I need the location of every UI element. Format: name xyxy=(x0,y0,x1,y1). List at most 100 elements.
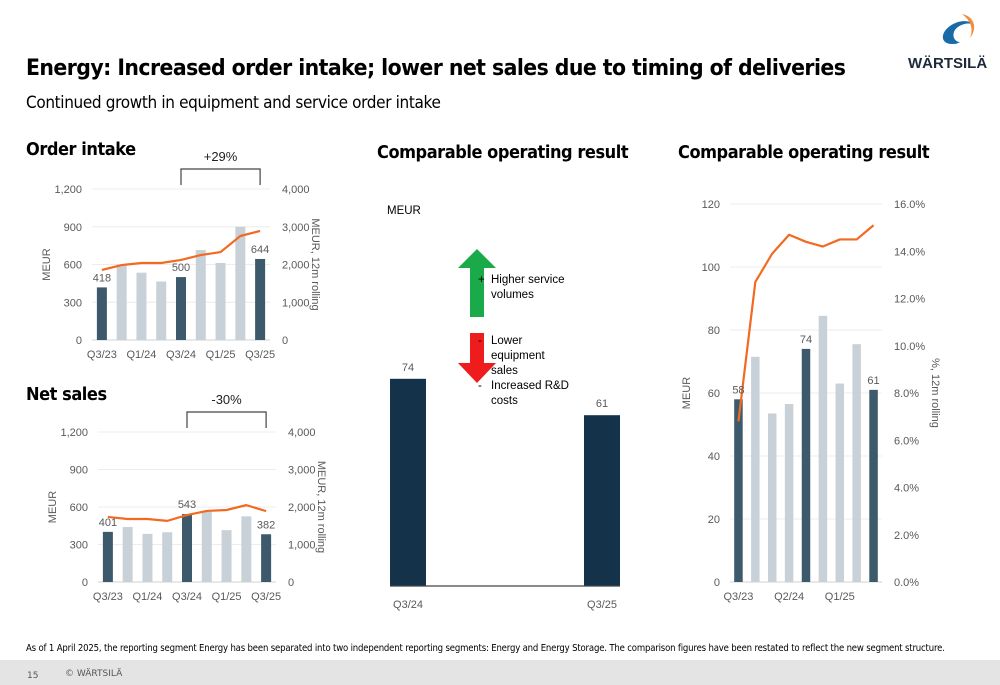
y2-tick-label: 2,000 xyxy=(288,502,316,514)
y-tick-label: 1,200 xyxy=(60,427,88,439)
cor-trend-title: Comparable operating result xyxy=(678,142,930,163)
y-axis-title: MEUR xyxy=(47,491,59,523)
driver-text: costs xyxy=(491,395,518,407)
data-label: 61 xyxy=(596,398,608,410)
y2-tick-label: 12.0% xyxy=(894,294,925,306)
logo-text: WÄRTSILÄ xyxy=(908,55,987,72)
down-arrow-icon xyxy=(458,333,496,383)
bar xyxy=(241,516,252,582)
x-tick-label: Q3/25 xyxy=(245,349,275,361)
bar xyxy=(784,404,794,582)
up-arrow-icon xyxy=(458,249,496,317)
order-intake-title: Order intake xyxy=(26,139,136,160)
bar xyxy=(852,344,861,582)
data-label: 61 xyxy=(867,375,879,387)
driver-sign: - xyxy=(478,380,482,392)
driver-text: volumes xyxy=(491,289,534,301)
y2-tick-label: 4.0% xyxy=(894,483,919,495)
cor-bridge-title: Comparable operating result xyxy=(377,142,629,163)
bar xyxy=(122,527,133,582)
y2-tick-label: 3,000 xyxy=(288,465,316,477)
net-sales-title: Net sales xyxy=(26,384,107,405)
y2-tick-label: 0 xyxy=(282,335,288,347)
footer-bar xyxy=(0,660,1000,685)
x-tick-label: Q3/23 xyxy=(87,349,117,361)
slide-subtitle: Continued growth in equipment and servic… xyxy=(26,93,441,113)
bar xyxy=(215,262,226,340)
y-tick-label: 0 xyxy=(76,335,82,347)
bar xyxy=(116,264,127,340)
change-bracket xyxy=(180,168,261,185)
y2-tick-label: 8.0% xyxy=(894,388,919,400)
cor-bridge-chart: MEUR 74 Q3/24 61 Q3/25 + Higher service volumes… xyxy=(387,205,620,611)
bar xyxy=(390,378,426,586)
bar xyxy=(869,389,878,582)
data-label: 74 xyxy=(402,362,414,374)
bar xyxy=(221,530,232,582)
driver-text: equipment xyxy=(491,350,546,362)
x-tick-label: Q2/24 xyxy=(774,591,804,603)
y2-tick-label: 10.0% xyxy=(894,341,925,353)
driver-sign: + xyxy=(478,274,485,286)
y2-tick-label: 2.0% xyxy=(894,530,919,542)
rolling-line xyxy=(107,504,267,522)
wartsila-logo: WÄRTSILÄ xyxy=(900,10,990,75)
bar xyxy=(142,533,153,582)
data-label: 500 xyxy=(172,262,190,274)
logo-swoosh-icon: WÄRTSILÄ xyxy=(908,14,987,72)
y2-tick-label: 1,000 xyxy=(288,540,316,552)
y2-tick-label: 14.0% xyxy=(894,246,925,258)
y-tick-label: 600 xyxy=(64,260,82,272)
y2-tick-label: 4,000 xyxy=(288,427,316,439)
x-tick-label: Q3/25 xyxy=(587,599,617,611)
x-tick-label: Q3/24 xyxy=(166,349,196,361)
bar xyxy=(261,534,272,582)
bar xyxy=(162,532,173,582)
y2-tick-label: 4,000 xyxy=(282,184,310,196)
y-tick-label: 0 xyxy=(714,577,720,589)
y-tick-label: 20 xyxy=(708,514,720,526)
x-tick-label: Q3/25 xyxy=(251,591,281,603)
bar xyxy=(235,226,246,340)
data-label: 418 xyxy=(93,272,111,284)
x-tick-label: Q3/24 xyxy=(393,599,423,611)
x-tick-label: Q3/23 xyxy=(93,591,123,603)
bar xyxy=(201,512,212,582)
net-sales-chart: 0 300 600 900 1,200 0 1,000 2,000 3,000 4,000 401 5… xyxy=(47,392,327,603)
y-axis-title: MEUR xyxy=(681,377,693,409)
bar xyxy=(767,413,777,582)
y2-axis-title: MEUR, 12m rolling xyxy=(309,218,321,310)
data-label: 382 xyxy=(257,519,275,531)
y-tick-label: 100 xyxy=(702,262,720,274)
x-tick-label: Q1/25 xyxy=(206,349,236,361)
copyright: © WÄRTSILÄ xyxy=(65,669,123,679)
y-tick-label: 80 xyxy=(708,325,720,337)
bar xyxy=(156,281,167,340)
bar xyxy=(96,287,107,340)
y-tick-label: 0 xyxy=(82,577,88,589)
bar xyxy=(136,272,147,340)
y-tick-label: 300 xyxy=(64,297,82,309)
y2-tick-label: 16.0% xyxy=(894,199,925,211)
bar xyxy=(176,277,186,340)
bar xyxy=(102,531,113,582)
y-axis-title: MEUR xyxy=(41,248,53,280)
bar xyxy=(255,258,266,340)
page-number: 15 xyxy=(27,671,39,681)
x-tick-label: Q1/24 xyxy=(132,591,162,603)
bar xyxy=(751,356,760,582)
y-tick-label: 600 xyxy=(70,502,88,514)
data-label: 58 xyxy=(732,384,744,396)
driver-sign: - xyxy=(478,335,482,347)
rolling-line xyxy=(101,229,261,272)
bar xyxy=(182,514,192,582)
x-tick-label: Q3/23 xyxy=(723,591,753,603)
data-label: 401 xyxy=(99,517,117,529)
x-tick-label: Q1/25 xyxy=(825,591,855,603)
x-tick-label: Q3/24 xyxy=(172,591,202,603)
driver-text: Lower xyxy=(491,335,522,347)
x-tick-label: Q1/25 xyxy=(212,591,242,603)
unit-label: MEUR xyxy=(387,205,421,217)
y2-tick-label: 0 xyxy=(288,577,294,589)
order-intake-chart: 0 300 600 900 1,200 0 1,000 2,000 3,000 4,000 418 5… xyxy=(41,149,321,361)
